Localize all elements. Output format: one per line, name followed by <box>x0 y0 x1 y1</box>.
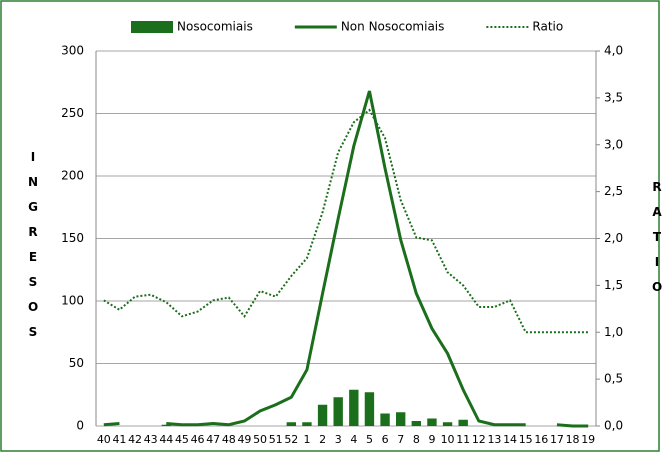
x-tick-label: 40 <box>97 433 111 446</box>
bar <box>442 422 453 426</box>
x-tick-label: 9 <box>428 433 435 446</box>
x-tick-label: 18 <box>566 433 580 446</box>
x-tick-label: 8 <box>413 433 420 446</box>
x-tick-label: 41 <box>112 433 126 446</box>
y2-tick-label: 3,5 <box>604 90 623 104</box>
y2-tick-label: 2,5 <box>604 184 623 198</box>
y-tick-label: 250 <box>61 106 84 120</box>
bar <box>380 413 390 426</box>
x-tick-label: 7 <box>397 433 404 446</box>
bar <box>349 389 359 426</box>
legend-label: Nosocomiais <box>177 20 253 34</box>
y-tick-label: 0 <box>76 419 84 433</box>
y2-tick-label: 1,0 <box>604 325 623 339</box>
legend-label: Non Nosocomiais <box>341 20 445 34</box>
y-axis-label: INGRESOS <box>28 150 39 339</box>
x-tick-label: 13 <box>487 433 501 446</box>
bar <box>396 412 406 426</box>
x-tick-label: 50 <box>253 433 267 446</box>
bar <box>458 419 468 426</box>
y2-axis-label: RATIO <box>652 180 663 294</box>
x-tick-label: 14 <box>503 433 517 446</box>
x-tick-label: 6 <box>382 433 389 446</box>
x-tick-label: 15 <box>519 433 533 446</box>
x-tick-label: 46 <box>191 433 205 446</box>
x-tick-label: 17 <box>550 433 564 446</box>
bar <box>411 421 421 426</box>
bar <box>302 422 312 426</box>
x-tick-label: 44 <box>159 433 173 446</box>
x-tick-label: 12 <box>472 433 486 446</box>
bar <box>364 392 375 426</box>
x-tick-label: 19 <box>581 433 595 446</box>
x-tick-label: 49 <box>237 433 251 446</box>
y2-tick-label: 2,0 <box>604 231 623 245</box>
y2-tick-label: 0,5 <box>604 372 623 386</box>
x-tick-label: 16 <box>534 433 548 446</box>
x-tick-label: 51 <box>269 433 283 446</box>
y2-tick-label: 0,0 <box>604 419 623 433</box>
x-tick-label: 52 <box>284 433 298 446</box>
y-tick-label: 200 <box>61 169 84 183</box>
bar <box>317 404 328 426</box>
legend-label: Ratio <box>532 20 563 34</box>
x-tick-label: 48 <box>222 433 236 446</box>
bar <box>333 397 343 426</box>
y-tick-label: 100 <box>61 294 84 308</box>
line <box>103 108 589 334</box>
x-tick-label: 5 <box>366 433 373 446</box>
y2-tick-label: 3,0 <box>604 137 623 151</box>
bar <box>161 424 171 426</box>
x-tick-label: 11 <box>456 433 470 446</box>
y-tick-label: 150 <box>61 231 84 245</box>
bar <box>427 418 437 426</box>
y2-tick-label: 1,5 <box>604 278 623 292</box>
y2-tick-label: 4,0 <box>604 44 623 58</box>
x-tick-label: 45 <box>175 433 189 446</box>
line <box>103 90 589 428</box>
y-tick-label: 300 <box>61 44 84 58</box>
x-tick-label: 3 <box>335 433 342 446</box>
x-tick-label: 2 <box>319 433 326 446</box>
x-tick-label: 10 <box>441 433 455 446</box>
bar <box>286 422 296 426</box>
legend-swatch <box>131 21 173 33</box>
x-tick-label: 43 <box>144 433 158 446</box>
x-tick-label: 42 <box>128 433 142 446</box>
y-tick-label: 50 <box>69 356 84 370</box>
x-tick-label: 4 <box>350 433 357 446</box>
x-tick-label: 47 <box>206 433 220 446</box>
x-tick-label: 1 <box>303 433 310 446</box>
